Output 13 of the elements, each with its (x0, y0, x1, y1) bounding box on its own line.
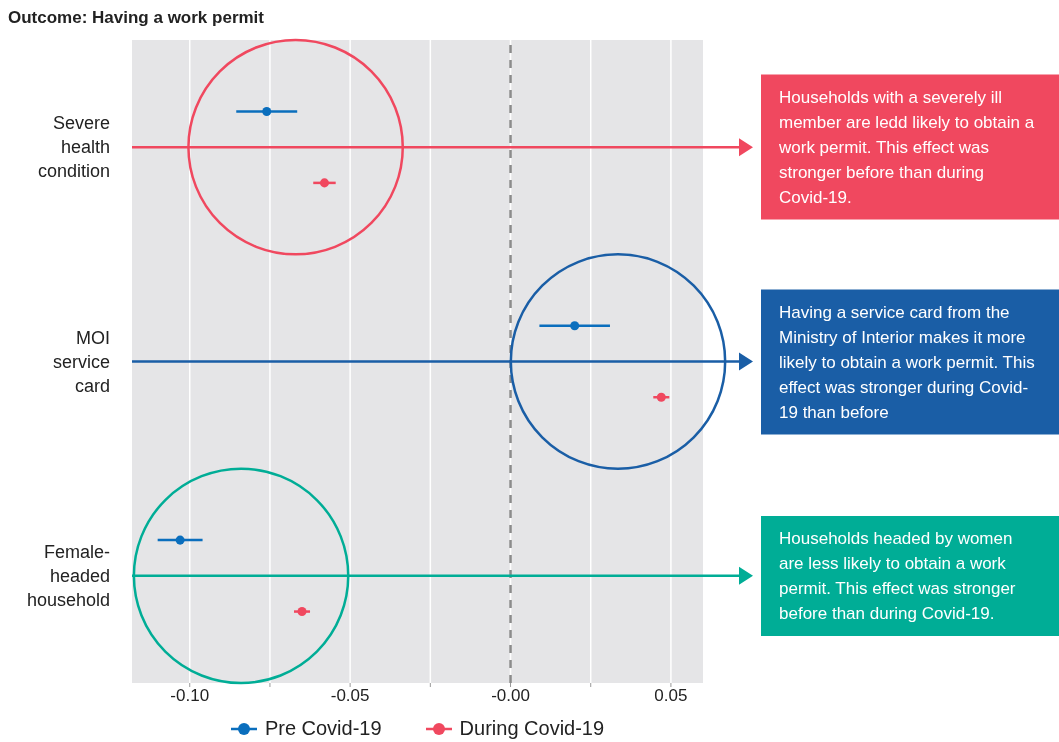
legend-label: During Covid-19 (459, 717, 605, 740)
chart-title: Outcome: Having a work permit (8, 8, 265, 29)
text: Having a service card from the Ministry of Interior makes it more likely to obtain a work permit. This effect was stronger during Covid-19 than before (761, 289, 1059, 434)
legend-label: Pre Covid-19 (264, 717, 382, 740)
y-tick-label: Female-headed household (26, 541, 110, 610)
x-tick-label: -0.00 (491, 686, 530, 706)
text: Households headed by women are less likely to obtain a work permit. This effect was stronger before than during Covid-19. (761, 515, 1059, 636)
x-tick-label: 0.05 (654, 686, 688, 706)
x-tick-label: -0.10 (170, 686, 210, 706)
x-tick-label: -0.05 (330, 686, 370, 706)
y-tick-label: MOI service card (52, 327, 110, 396)
text: Households with a severely ill member are ledd likely to obtain a work permit. This effect was stronger before than during Covid-19. (761, 74, 1059, 220)
y-tick-label: Severe health condition (37, 113, 110, 182)
